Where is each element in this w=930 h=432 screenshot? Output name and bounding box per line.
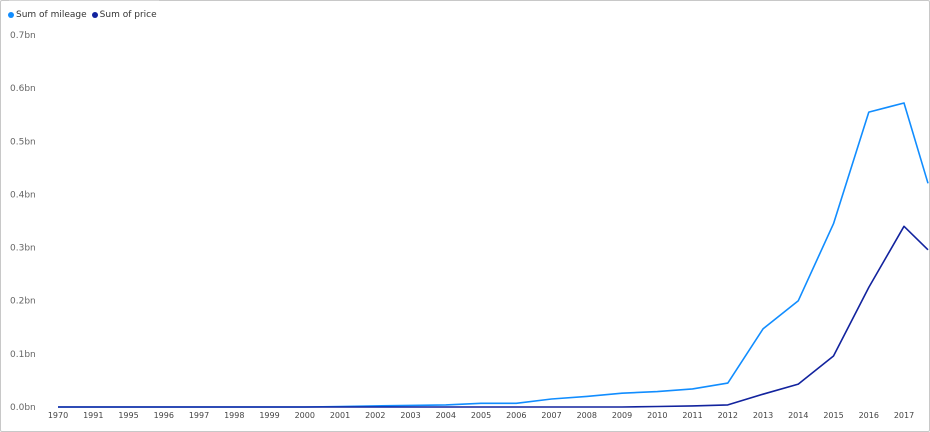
x-tick-label: 2015	[823, 411, 843, 420]
x-tick-label: 2004	[436, 411, 456, 420]
x-tick-label: 2006	[506, 411, 526, 420]
x-tick-label: 2011	[682, 411, 702, 420]
x-tick-label: 2005	[471, 411, 491, 420]
legend-dot-mileage	[8, 12, 14, 18]
y-tick-label: 0.2bn	[10, 297, 36, 307]
x-tick-label: 2002	[365, 411, 385, 420]
y-tick-label: 0.1bn	[10, 350, 36, 360]
x-tick-label: 1970	[48, 411, 68, 420]
series-line-price[interactable]	[58, 225, 929, 408]
x-tick-label: 1996	[154, 411, 174, 420]
y-tick-label: 0.7bn	[10, 31, 36, 41]
x-tick-label: 1998	[224, 411, 244, 420]
x-tick-label: 2014	[788, 411, 808, 420]
x-tick-label: 2008	[577, 411, 597, 420]
x-tick-label: 2003	[400, 411, 420, 420]
x-tick-label: 2001	[330, 411, 350, 420]
x-tick-label: 2017	[894, 411, 914, 420]
x-tick-label: 2012	[718, 411, 738, 420]
legend-item-price[interactable]: Sum of price	[91, 10, 157, 20]
x-tick-label: 1997	[189, 411, 209, 420]
x-tick-label: 2013	[753, 411, 773, 420]
legend-dot-price	[91, 12, 98, 18]
x-tick-label: 1991	[83, 411, 103, 420]
y-tick-label: 0.5bn	[10, 137, 36, 147]
x-tick-label: 2009	[612, 411, 632, 420]
legend-label-mileage: Sum of mileage	[16, 10, 87, 20]
y-tick-label: 0.6bn	[10, 84, 36, 94]
x-tick-label: 2000	[295, 411, 315, 420]
frame-top-divider	[9, 0, 159, 4]
series-line-mileage[interactable]	[58, 102, 929, 408]
chart-legend: Sum of mileage Sum of price	[8, 10, 157, 20]
x-tick-label: 1999	[259, 411, 279, 420]
y-tick-label: 0.4bn	[10, 190, 36, 200]
legend-label-price: Sum of price	[99, 10, 157, 20]
y-tick-label: 0.0bn	[10, 403, 36, 413]
x-tick-label: 2007	[541, 411, 561, 420]
legend-item-mileage[interactable]: Sum of mileage	[8, 10, 87, 20]
y-tick-label: 0.3bn	[10, 244, 36, 254]
x-tick-label: 2016	[859, 411, 879, 420]
x-tick-label: 2010	[647, 411, 667, 420]
x-tick-label: 1995	[118, 411, 138, 420]
